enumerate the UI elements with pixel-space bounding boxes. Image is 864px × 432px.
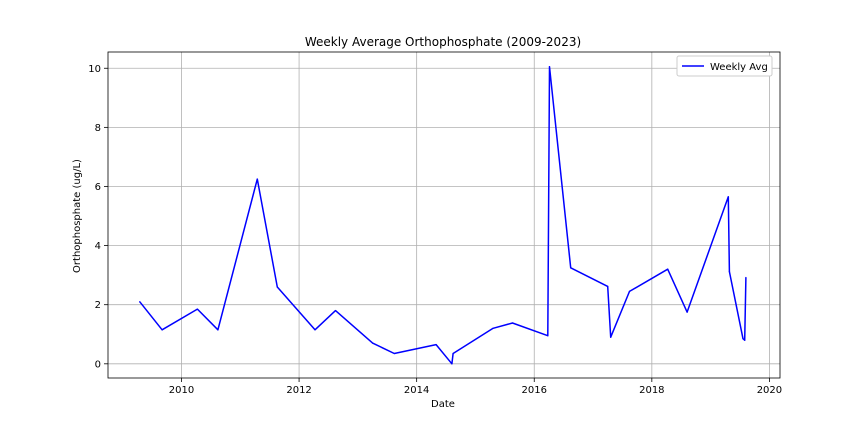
x-tick-label: 2018 <box>639 385 664 396</box>
data-point <box>610 336 612 338</box>
data-point <box>727 196 729 198</box>
x-tick-label: 2014 <box>404 385 429 396</box>
y-tick-label: 2 <box>95 300 101 311</box>
x-tick-label: 2020 <box>757 385 782 396</box>
y-tick-label: 0 <box>95 359 101 370</box>
legend: Weekly Avg <box>676 55 773 77</box>
x-tick-label: 2010 <box>169 385 194 396</box>
data-point <box>452 352 454 355</box>
data-point <box>607 285 609 287</box>
data-point <box>139 301 141 303</box>
data-point <box>511 322 514 324</box>
data-point <box>548 66 551 68</box>
legend-label: Weekly Avg <box>710 62 768 73</box>
data-point <box>393 352 395 355</box>
data-point <box>256 178 258 180</box>
y-axis-label: Orthophosphate (ug/L) <box>72 159 83 273</box>
data-point <box>276 286 278 288</box>
data-point <box>196 308 198 310</box>
data-point <box>686 311 688 313</box>
grid <box>108 52 780 378</box>
data-point <box>451 363 453 365</box>
chart-title: Weekly Average Orthophosphate (2009-2023… <box>305 35 581 49</box>
x-tick-label: 2016 <box>522 385 547 396</box>
data-point <box>744 339 746 341</box>
data-point <box>628 290 631 292</box>
x-tick-label: 2012 <box>286 385 311 396</box>
data-point <box>492 327 494 329</box>
series-line-0 <box>139 66 747 365</box>
y-tick-label: 8 <box>95 123 101 134</box>
series-layer <box>139 66 747 365</box>
data-point <box>161 329 163 331</box>
plot-frame <box>107 51 781 379</box>
y-tick-label: 10 <box>88 64 101 75</box>
data-point <box>217 329 219 331</box>
data-point <box>667 268 669 270</box>
y-tick-label: 4 <box>95 241 101 252</box>
data-point <box>742 338 744 340</box>
x-axis-label: Date <box>431 399 455 410</box>
data-point <box>745 276 747 279</box>
data-point <box>728 271 731 273</box>
data-point <box>334 310 337 312</box>
data-point <box>547 335 549 337</box>
legend-box <box>676 55 773 77</box>
data-point <box>570 267 572 269</box>
data-point <box>372 342 374 344</box>
ticks: 2010 2012 2014 2016 2018 2020 0 2 4 6 8 10 <box>88 64 782 396</box>
data-point <box>435 344 437 346</box>
y-tick-label: 6 <box>95 182 101 193</box>
data-point <box>314 329 316 331</box>
